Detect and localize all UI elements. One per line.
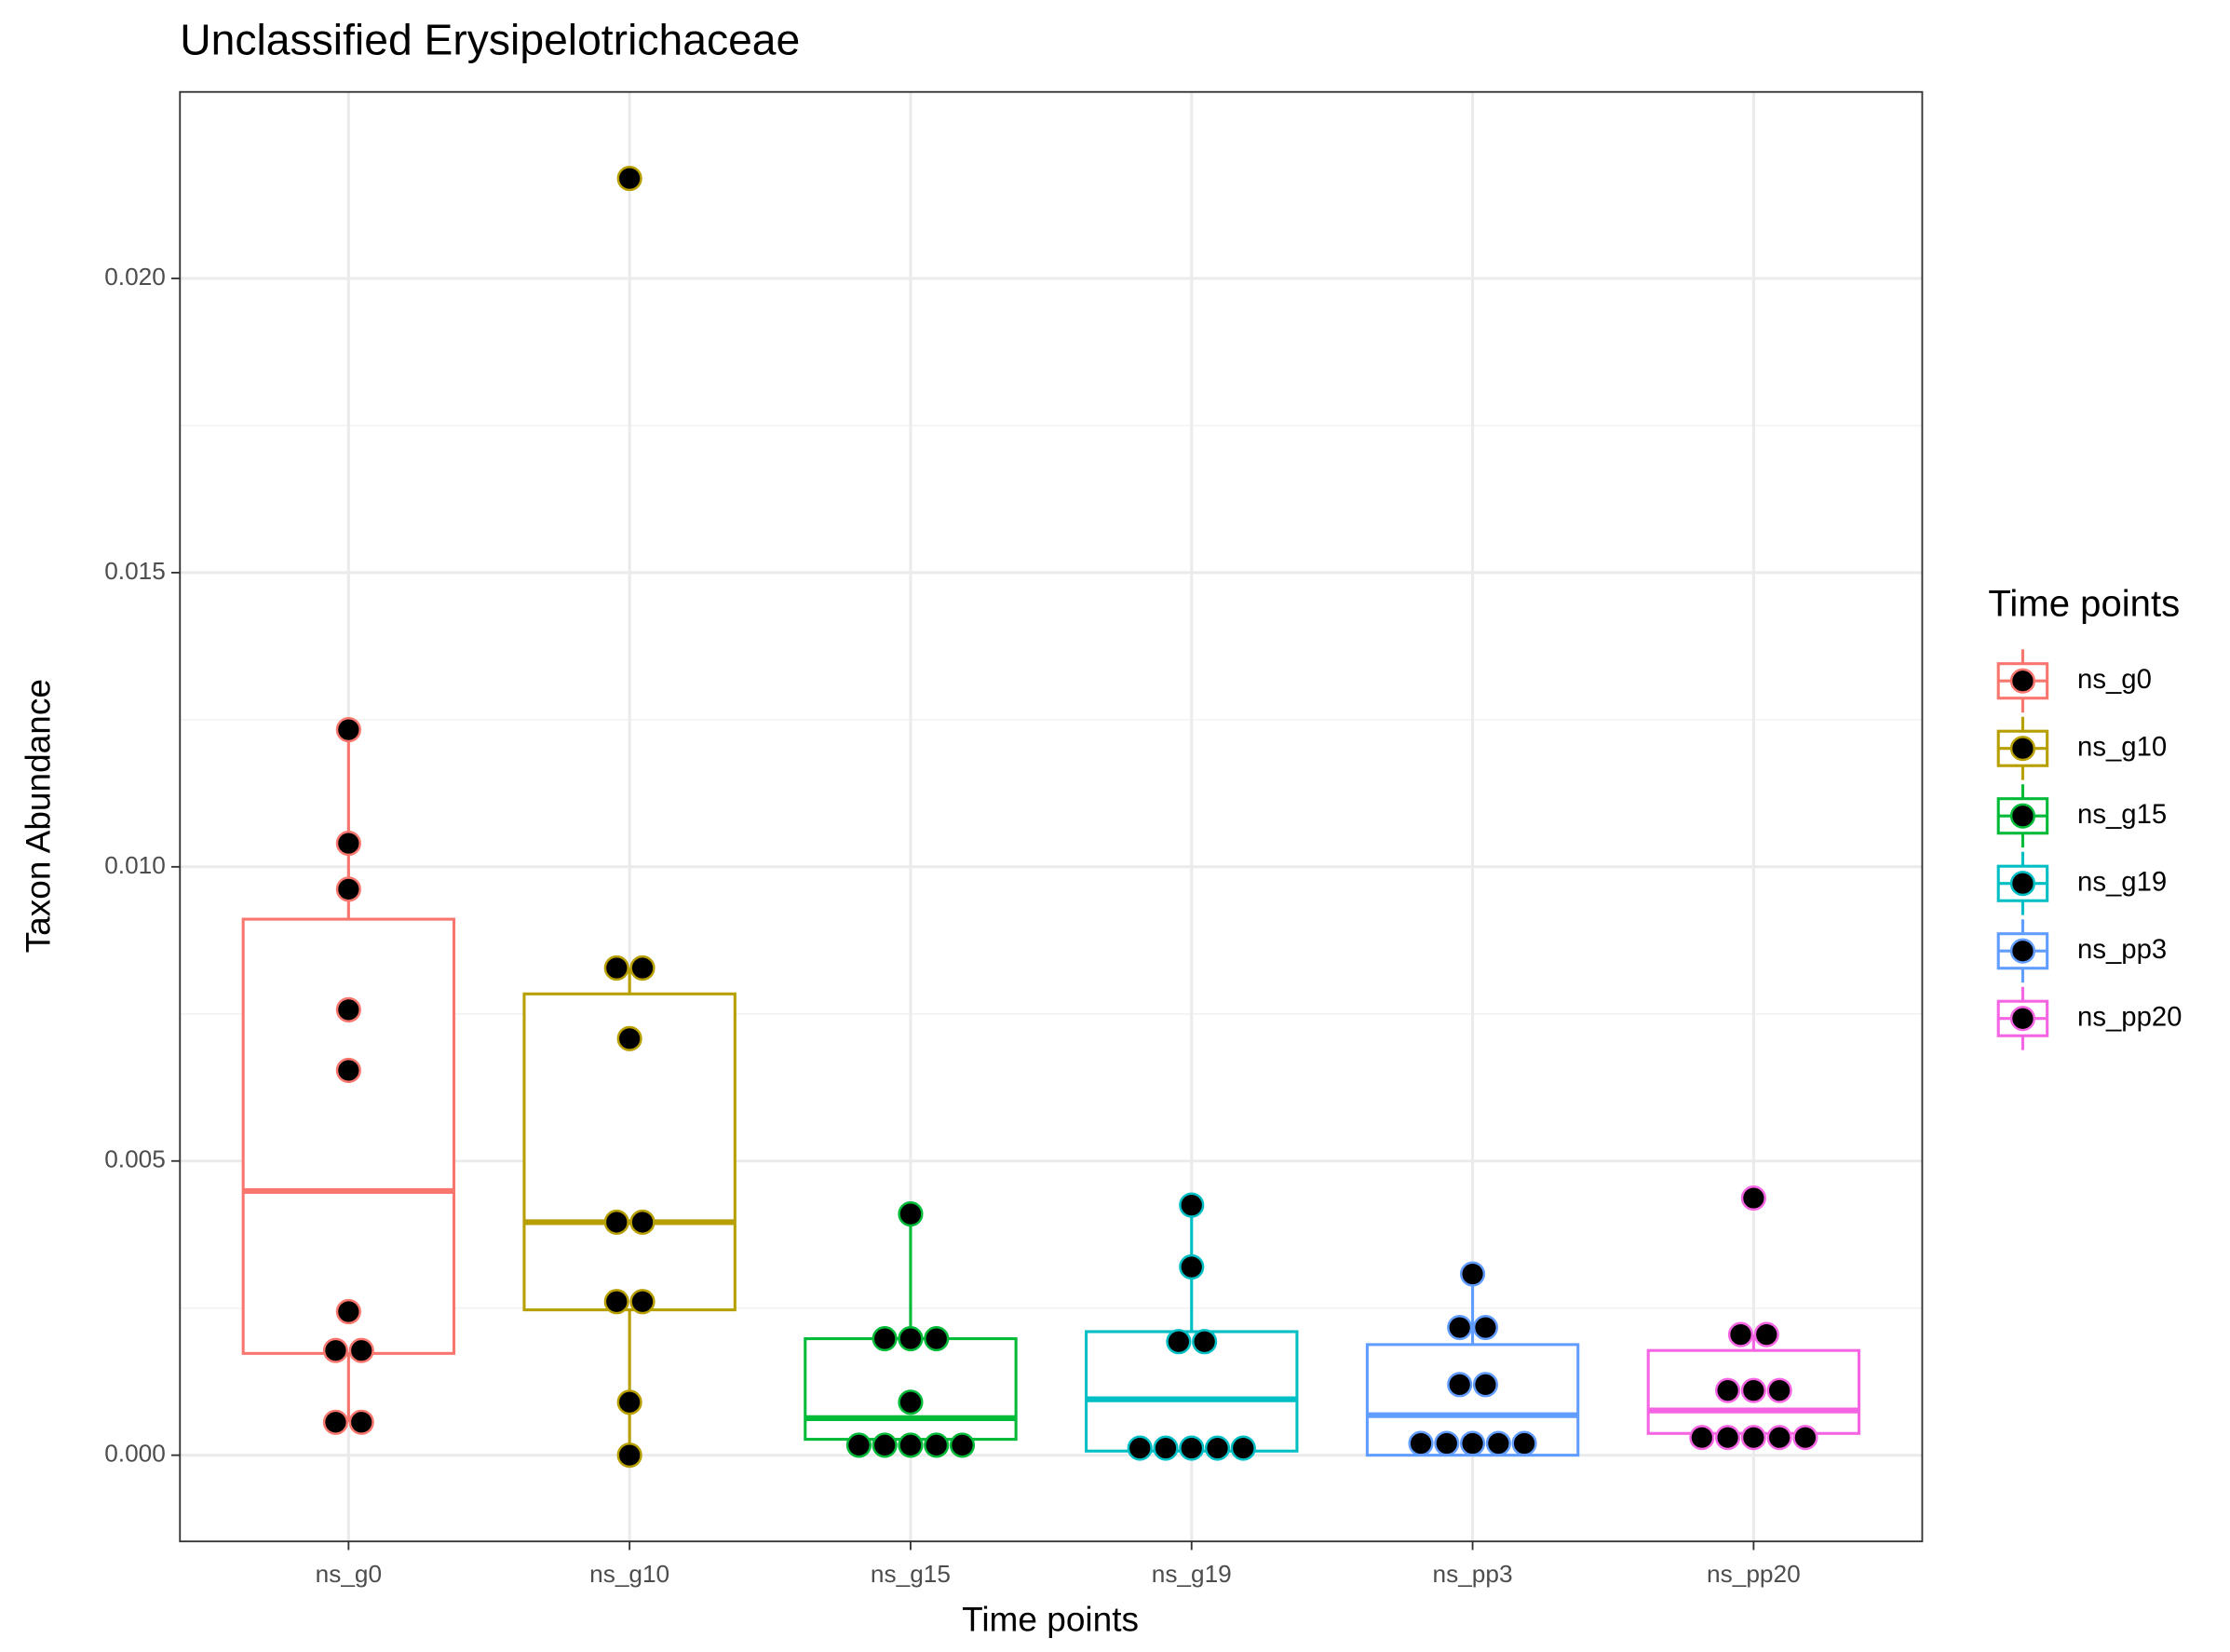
data-point (1166, 1329, 1192, 1355)
data-point (898, 1325, 924, 1352)
data-point (603, 1289, 629, 1315)
legend-label: ns_g19 (2077, 866, 2167, 897)
data-point (1485, 1430, 1511, 1456)
data-point (335, 830, 361, 857)
data-point (1447, 1372, 1473, 1398)
legend-label: ns_g0 (2077, 664, 2152, 695)
data-point (629, 1289, 655, 1315)
panel-border (179, 90, 1924, 1543)
legend-label: ns_g15 (2077, 799, 2167, 830)
data-point (949, 1432, 976, 1458)
y-tick-label: 0.005 (104, 1145, 166, 1173)
data-point (1511, 1430, 1537, 1456)
data-point (1408, 1430, 1434, 1456)
data-point (1179, 1435, 1205, 1461)
box (1085, 1330, 1299, 1453)
data-point (1753, 1321, 1779, 1347)
data-point (1179, 1192, 1205, 1218)
data-point (322, 1409, 349, 1435)
data-point (335, 876, 361, 902)
data-point (603, 1209, 629, 1236)
data-point (1766, 1377, 1792, 1403)
data-point (1153, 1435, 1179, 1461)
data-point (616, 1442, 642, 1469)
legend-label: ns_pp3 (2077, 934, 2167, 965)
data-point (322, 1337, 349, 1363)
data-point (348, 1409, 374, 1435)
data-point (1715, 1377, 1741, 1403)
data-point (1715, 1425, 1741, 1451)
y-axis-title: Taxon Abundance (18, 679, 57, 953)
x-tick-label: ns_pp3 (1433, 1560, 1513, 1588)
y-tick-label: 0.000 (104, 1440, 166, 1468)
data-point (1472, 1372, 1499, 1398)
data-point (1792, 1425, 1818, 1451)
legend-title: Time points (1988, 584, 2180, 625)
data-point (616, 1025, 642, 1051)
plot-area (241, 166, 1861, 1469)
legend-dot (2009, 668, 2036, 694)
data-point (1204, 1435, 1231, 1461)
data-point (1230, 1435, 1256, 1461)
data-point (898, 1432, 924, 1458)
data-point (348, 1337, 374, 1363)
data-point (845, 1432, 872, 1458)
data-point (335, 1057, 361, 1084)
data-point (924, 1325, 950, 1352)
x-tick-label: ns_g0 (316, 1560, 382, 1588)
data-point (335, 996, 361, 1022)
x-tick-label: ns_pp20 (1707, 1560, 1801, 1588)
data-point (1192, 1329, 1218, 1355)
legend-dot (2009, 871, 2036, 897)
data-point (1740, 1185, 1766, 1212)
x-tick-label: ns_g19 (1152, 1560, 1232, 1588)
legend-dot (2009, 1006, 2036, 1032)
data-point (1727, 1321, 1754, 1347)
data-point (335, 717, 361, 743)
box (804, 1337, 1018, 1442)
data-point (629, 955, 655, 982)
data-point (1127, 1435, 1153, 1461)
data-point (872, 1432, 898, 1458)
legend-label: ns_g10 (2077, 731, 2167, 762)
data-point (898, 1201, 924, 1227)
data-point (1740, 1425, 1766, 1451)
data-point (1179, 1253, 1205, 1280)
data-point (1434, 1430, 1460, 1456)
legend-dot (2009, 736, 2036, 762)
legend: ns_g0 ns_g10 ns_g15 ns_g19 ns_pp3 ns_pp20 (1996, 649, 2182, 1050)
data-point (335, 1298, 361, 1325)
data-point (603, 955, 629, 982)
data-point (1472, 1314, 1499, 1341)
data-point (1459, 1430, 1486, 1456)
data-point (1740, 1377, 1766, 1403)
x-tick-label: ns_g15 (871, 1560, 951, 1588)
data-point (1447, 1314, 1473, 1341)
chart-title: Unclassified Erysipelotrichaceae (180, 15, 800, 63)
data-point (1766, 1425, 1792, 1451)
legend-label: ns_pp20 (2077, 1001, 2182, 1032)
data-point (1689, 1425, 1715, 1451)
data-point (872, 1325, 898, 1352)
data-point (924, 1432, 950, 1458)
y-tick-label: 0.010 (104, 851, 166, 879)
data-point (629, 1209, 655, 1236)
data-point (616, 1389, 642, 1415)
x-tick-label: ns_g10 (589, 1560, 669, 1588)
y-tick-label: 0.015 (104, 557, 166, 585)
data-point (616, 166, 642, 192)
data-point (898, 1389, 924, 1415)
legend-dot (2009, 938, 2036, 964)
data-point (1459, 1261, 1486, 1287)
box (241, 917, 456, 1355)
legend-dot (2009, 803, 2036, 829)
y-tick-label: 0.020 (104, 263, 166, 291)
x-axis-title: Time points (962, 1599, 1139, 1638)
